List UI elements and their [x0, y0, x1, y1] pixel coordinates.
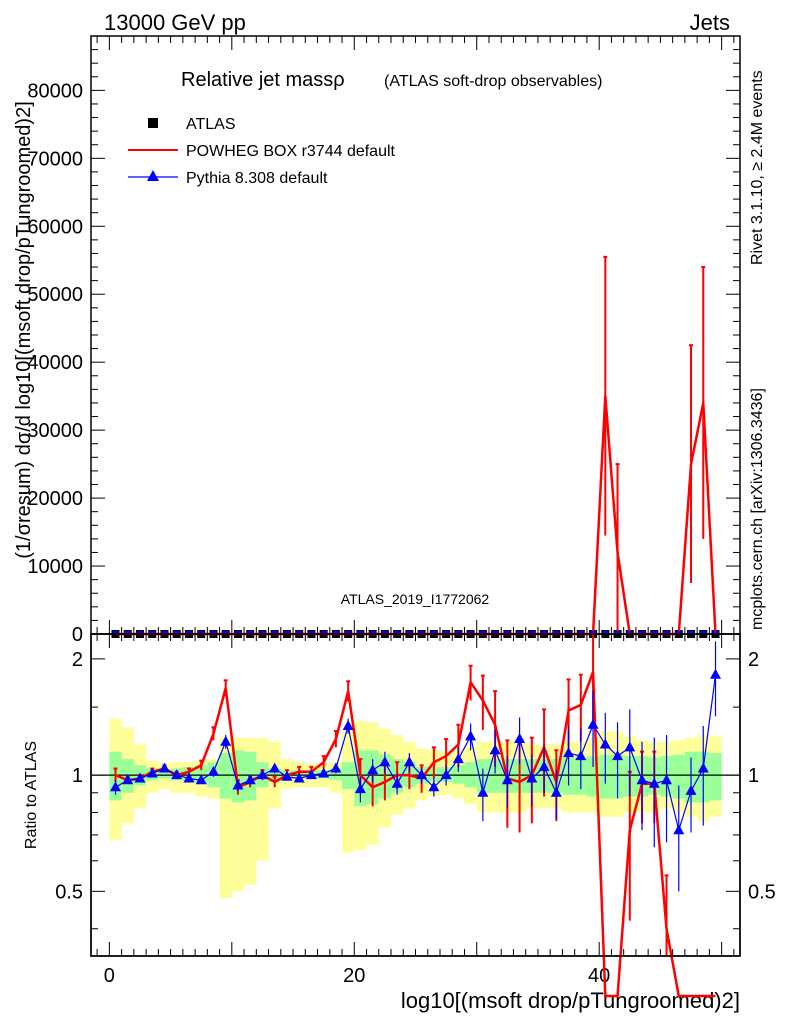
pythia-ratio-point [661, 774, 673, 785]
pythia-ratio-point [158, 762, 170, 773]
pythia-ratio-point [599, 738, 611, 749]
pythia-ratio-point [367, 764, 379, 775]
pythia-ratio-point [293, 772, 305, 783]
main-y-axis-label: (1/σresum) dσ/d log10[(msoft drop/pTungr… [13, 101, 35, 558]
legend-pythia-label: Pythia 8.308 default [186, 170, 328, 187]
pythia-ratio-point [563, 747, 575, 758]
pythia-ratio-point [587, 718, 599, 729]
pythia-ratio-point [318, 767, 330, 778]
ratio-panel: 0 20 40 0.5 0.5 1 1 2 2 [55, 633, 776, 998]
main-y-tick-label: 30000 [27, 420, 83, 442]
pythia-ratio-point [501, 774, 513, 785]
x-tick-label: 20 [343, 965, 365, 987]
pythia-ratio-point [526, 772, 538, 783]
pythia-ratio-point [183, 772, 195, 783]
pythia-ratio-point [109, 781, 121, 792]
pythia-ratio-point [269, 762, 281, 773]
pythia-ratio-point [575, 750, 587, 761]
pythia-ratio-point [440, 769, 452, 780]
x-axis-label: log10[(msoft drop/pTungroomed)2] [401, 988, 740, 1013]
pythia-ratio-point [685, 784, 697, 795]
pythia-ratio-point [697, 762, 709, 773]
pythia-ratio-point [342, 720, 354, 731]
main-panel: 0 10000 20000 30000 40000 50000 60000 70000 8000… [27, 35, 741, 646]
ratio-frame-overlay [90, 633, 741, 957]
pythia-ratio-point [428, 781, 440, 792]
legend-atlas-marker [148, 118, 158, 128]
ratio-y-tick-label-right: 0.5 [748, 881, 776, 903]
pythia-ratio-point [489, 744, 501, 755]
pythia-ratio-point [244, 774, 256, 785]
pythia-ratio-point [465, 730, 477, 741]
ratio-y-axis-label: Ratio to ATLAS [23, 741, 40, 849]
pythia-ratio-point [550, 786, 562, 797]
pythia-ratio-point [281, 770, 293, 781]
band-inner-bin [329, 768, 343, 781]
pythia-ratio-point [636, 774, 648, 785]
legend: ATLAS POWHEG BOX r3744 default Pythia 8.… [128, 116, 396, 187]
rivet-label: Rivet 3.1.10, ≥ 2.4M events [749, 70, 766, 265]
main-y-tick-label: 10000 [27, 556, 83, 578]
band-outer-bin [342, 731, 355, 853]
pythia-ratio-point [477, 786, 489, 797]
main-y-tick-label: 80000 [27, 80, 83, 102]
pythia-ratio-point [256, 769, 268, 780]
ratio-y-tick-label-right: 1 [748, 765, 759, 787]
main-y-tick-label: 70000 [27, 148, 83, 170]
pythia-ratio-point [220, 735, 232, 746]
pythia-ratio-point [330, 762, 342, 773]
main-y-tick-label: 20000 [27, 488, 83, 510]
pythia-ratio-point [673, 824, 685, 835]
pythia-ratio-point [195, 774, 207, 785]
main-y-tick-label: 60000 [27, 216, 83, 238]
main-y-tick-label: 50000 [27, 284, 83, 306]
pythia-ratio-point [122, 774, 134, 785]
ratio-y-tick-label: 2 [72, 649, 83, 671]
ratio-y-tick-label-right: 2 [748, 649, 759, 671]
pythia-ratio-point [391, 777, 403, 788]
pythia-ratio-point [624, 741, 636, 752]
legend-pythia-marker [147, 170, 159, 181]
band-inner-bin [709, 753, 722, 801]
header-left: 13000 GeV pp [104, 10, 246, 35]
pythia-ratio-point [514, 733, 526, 744]
pythia-ratio-point [452, 753, 464, 764]
legend-powheg-label: POWHEG BOX r3744 default [186, 143, 396, 160]
ratio-y-tick-label: 0.5 [55, 881, 83, 903]
pythia-ratio-point [354, 783, 366, 794]
ratio-y-tick-label: 1 [72, 765, 83, 787]
main-y-tick-label: 0 [72, 624, 83, 646]
band-inner-bin [672, 754, 685, 799]
pythia-ratio-point [305, 769, 317, 780]
x-tick-label: 40 [588, 965, 610, 987]
header-right: Jets [690, 10, 730, 35]
pythia-ratio-point [403, 756, 415, 767]
band-inner-bin [158, 770, 171, 779]
pythia-ratio-point [612, 750, 624, 761]
band-inner-bin [488, 759, 502, 793]
pythia-ratio-point [710, 668, 722, 679]
pythia-ratio-point [379, 756, 391, 767]
band-inner-bin [219, 753, 232, 799]
pythia-ratio-point [146, 767, 158, 778]
band-outer-bin [256, 737, 269, 861]
pythia-ratio-point [171, 769, 183, 780]
x-tick-label: 0 [104, 965, 115, 987]
pythia-ratio-point [207, 765, 219, 776]
main-subtitle: (ATLAS soft-drop observables) [384, 73, 602, 90]
powheg-ratio-line [115, 671, 716, 998]
pythia-ratio-point [538, 760, 550, 771]
main-y-tick-label: 40000 [27, 352, 83, 374]
pythia-ratio-point [648, 777, 660, 788]
analysis-watermark: ATLAS_2019_I1772062 [341, 591, 490, 607]
pythia-ratio-point [416, 769, 428, 780]
pythia-ratio-point [134, 772, 146, 783]
mcplots-label: mcplots.cern.ch [arXiv:1306.3436] [749, 388, 766, 630]
legend-atlas-label: ATLAS [186, 116, 236, 133]
main-title: Relative jet massρ [181, 69, 345, 91]
pythia-ratio-point [232, 779, 244, 790]
